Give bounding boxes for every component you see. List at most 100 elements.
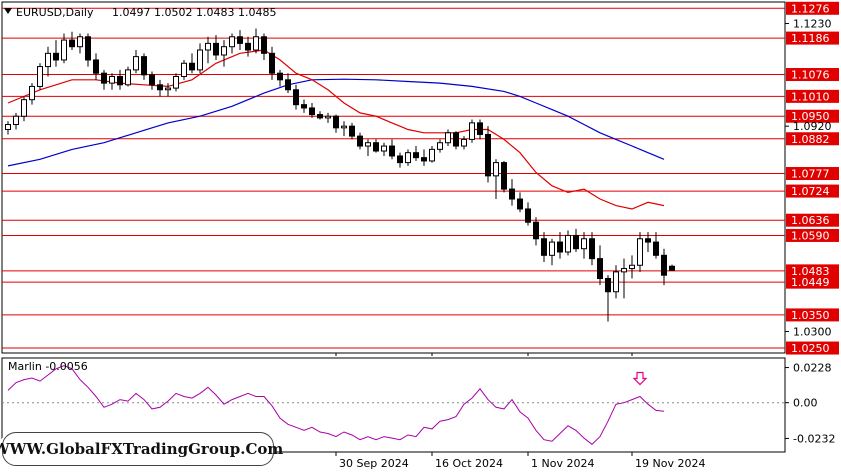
candle-bull	[325, 115, 331, 119]
level-price-label: 1.1186	[791, 32, 830, 45]
collapse-arrow-icon[interactable]	[4, 8, 12, 14]
level-price-tag	[786, 31, 839, 45]
candle-bear	[661, 254, 667, 276]
candle-bear	[477, 122, 483, 135]
watermark-badge: WWW.GlobalFXTradingGroup.Com	[0, 432, 283, 466]
candle-bear	[141, 56, 147, 76]
level-price-label: 1.0250	[791, 342, 830, 355]
candle-bull	[229, 36, 235, 48]
candle-bear	[285, 79, 291, 91]
watermark-text: WWW.GlobalFXTradingGroup.Com	[0, 440, 284, 458]
candle-bull	[365, 142, 371, 147]
candle-bear	[93, 59, 99, 74]
candle-bull	[21, 99, 27, 117]
level-price-tag	[786, 68, 839, 82]
level-price-tag	[786, 264, 839, 278]
price-chart[interactable]: 1.1276 1.1186 1.1076 1.1010 1.0950 1.0882 1.07…	[0, 0, 841, 356]
candle-bear	[589, 238, 595, 260]
candle-bull	[5, 124, 11, 130]
level-price-tag	[786, 1, 839, 15]
candle-bear	[293, 89, 299, 106]
candle-bear	[85, 36, 91, 61]
moving-average-slow-line	[7, 78, 665, 167]
level-price-label: 1.1076	[791, 69, 830, 82]
candle-bear	[245, 42, 251, 51]
candle-bear	[53, 52, 59, 61]
candle-bear	[117, 76, 123, 86]
candle-bull	[173, 76, 179, 89]
candle-bear	[573, 234, 579, 250]
level-price-label: 1.0350	[791, 309, 830, 322]
candle-bear	[261, 36, 267, 54]
candle-bull	[205, 42, 211, 51]
plot-frame	[1, 1, 786, 354]
candle-bear	[669, 265, 675, 271]
level-price-tag	[786, 228, 839, 242]
candle-bear	[357, 135, 363, 147]
y-tick-label: 1.0920	[793, 120, 832, 133]
candle-bull	[253, 36, 259, 51]
candle-bull	[637, 238, 643, 266]
oscillator-label: Marlin -0.0056	[8, 360, 88, 373]
candle-bull	[221, 46, 227, 56]
y-tick-label: 1.1230	[793, 18, 832, 31]
candle-bull	[437, 142, 443, 150]
oscillator-y-tick-label: 0.00	[793, 397, 818, 410]
candle-bull	[29, 85, 35, 101]
candle-bull	[45, 52, 51, 68]
level-price-label: 1.0882	[791, 133, 830, 146]
candle-bull	[445, 132, 451, 144]
marlin-oscillator[interactable]: 0.0228 0.00 -0.0232 30 Sep 2024 16 Oct 2024 1…	[0, 356, 841, 474]
oscillator-y-tick-label: -0.0232	[793, 432, 835, 445]
moving-average-fast-line	[7, 49, 665, 210]
oscillator-line	[7, 365, 665, 445]
x-tick-label: 1 Nov 2024	[531, 457, 594, 470]
candle-bull	[565, 234, 571, 253]
level-price-tag	[786, 341, 839, 355]
candle-bear	[453, 132, 459, 147]
candle-bull	[341, 125, 347, 129]
candle-bear	[349, 125, 355, 137]
candle-bull	[381, 145, 387, 152]
candle-bull	[61, 39, 67, 61]
level-price-tag	[786, 109, 839, 123]
candle-bear	[517, 198, 523, 210]
candle-bear	[413, 152, 419, 159]
candle-bear	[485, 133, 491, 177]
candle-bull	[109, 76, 115, 84]
level-price-tag	[786, 167, 839, 181]
level-price-tag	[786, 89, 839, 103]
candle-bear	[237, 36, 243, 44]
candle-bear	[277, 72, 283, 81]
candle-bear	[397, 155, 403, 164]
candle-bull	[429, 148, 435, 162]
x-tick-label: 16 Oct 2024	[435, 457, 503, 470]
level-price-tag	[786, 275, 839, 289]
candle-bear	[69, 39, 75, 48]
candle-bear	[309, 107, 315, 116]
candle-bull	[581, 238, 587, 250]
x-tick-label: 19 Nov 2024	[635, 457, 705, 470]
candle-bull	[469, 122, 475, 140]
candle-bear	[501, 162, 507, 190]
candle-bear	[213, 42, 219, 56]
level-price-label: 1.0449	[791, 276, 830, 289]
level-price-label: 1.1276	[791, 2, 830, 15]
candle-bear	[301, 104, 307, 109]
candle-bull	[621, 268, 627, 273]
candle-bull	[405, 152, 411, 164]
candle-bull	[549, 241, 555, 256]
candle-bull	[197, 49, 203, 71]
oscillator-frame	[1, 357, 786, 453]
candle-bear	[653, 241, 659, 256]
candle-bull	[181, 62, 187, 78]
candle-bear	[509, 188, 515, 200]
level-price-tag	[786, 184, 839, 198]
candle-bull	[493, 162, 499, 177]
candle-bear	[149, 74, 155, 86]
candle-bull	[461, 138, 467, 147]
candle-bull	[133, 56, 139, 71]
level-price-label: 1.0724	[791, 185, 830, 198]
y-tick-label: 1.0300	[793, 325, 832, 338]
oscillator-y-tick-label: 0.0228	[793, 362, 832, 375]
